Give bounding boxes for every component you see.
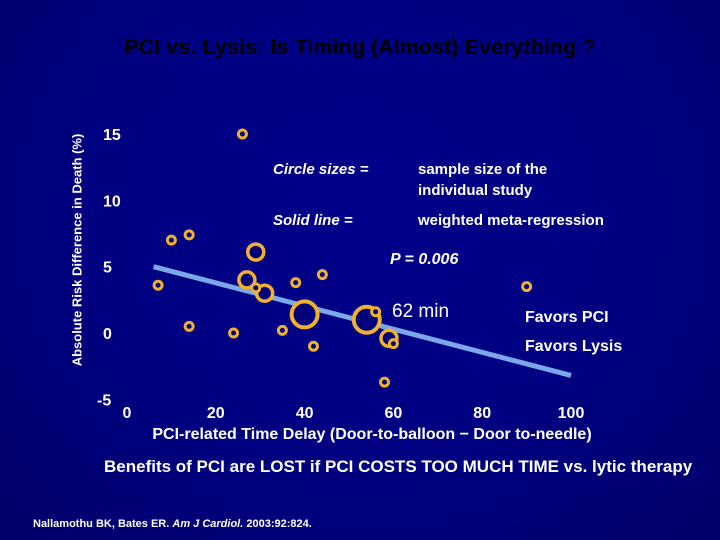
- y-tick-label: 15: [103, 127, 121, 144]
- x-tick-label: 20: [207, 405, 225, 422]
- favors-pci-label: Favors PCI: [525, 309, 609, 326]
- x-axis-label: PCI-related Time Delay (Door-to-balloon …: [152, 426, 592, 443]
- favors-lysis-label: Favors Lysis: [525, 338, 622, 355]
- citation-authors: Nallamothu BK, Bates ER.: [33, 518, 170, 530]
- x-tick-label: 0: [123, 405, 132, 422]
- data-point: [183, 229, 195, 241]
- circle-sizes-desc-1: sample size of the: [418, 161, 547, 178]
- data-point: [370, 306, 382, 318]
- data-point: [289, 299, 320, 330]
- data-point: [387, 338, 399, 350]
- citation: Nallamothu BK, Bates ER. Am J Cardiol. 2…: [33, 518, 312, 530]
- minutes-label: 62 min: [392, 301, 449, 322]
- y-tick-label: -5: [97, 392, 111, 409]
- chart-marks: [152, 128, 572, 388]
- page-title: PCI vs. Lysis: Is Timing (Almost) Everyt…: [124, 36, 596, 59]
- citation-journal: Am J Cardiol.: [172, 518, 244, 530]
- data-point: [521, 281, 533, 293]
- circle-sizes-label: Circle sizes =: [273, 161, 369, 178]
- benefit-statement: Benefits of PCI are LOST if PCI COSTS TO…: [104, 457, 693, 476]
- data-point: [183, 320, 195, 332]
- data-point: [379, 376, 391, 388]
- data-point: [276, 324, 288, 336]
- axis-ticks: 15 10 5 0 -5 0 20 40 60 80 100: [97, 127, 584, 422]
- data-point: [316, 269, 328, 281]
- y-tick-label: 10: [103, 193, 121, 210]
- data-point: [250, 282, 262, 294]
- data-point: [152, 279, 164, 291]
- citation-ref: 2003:92:824.: [246, 518, 312, 530]
- data-point: [236, 128, 248, 140]
- solid-line-label: Solid line =: [273, 212, 353, 229]
- x-tick-label: 40: [296, 405, 314, 422]
- x-tick-label: 100: [558, 405, 585, 422]
- x-tick-label: 60: [385, 405, 403, 422]
- solid-line-desc: weighted meta-regression: [417, 212, 604, 229]
- data-point: [237, 270, 257, 290]
- data-point: [290, 277, 302, 289]
- data-point: [246, 242, 266, 262]
- y-tick-label: 5: [103, 260, 112, 277]
- y-tick-label: 0: [103, 326, 112, 343]
- p-value: P = 0.006: [390, 251, 458, 268]
- data-point: [165, 234, 177, 246]
- data-point: [307, 340, 319, 352]
- x-tick-label: 80: [473, 405, 491, 422]
- data-point: [228, 327, 240, 339]
- circle-sizes-desc-2: individual study: [418, 182, 533, 199]
